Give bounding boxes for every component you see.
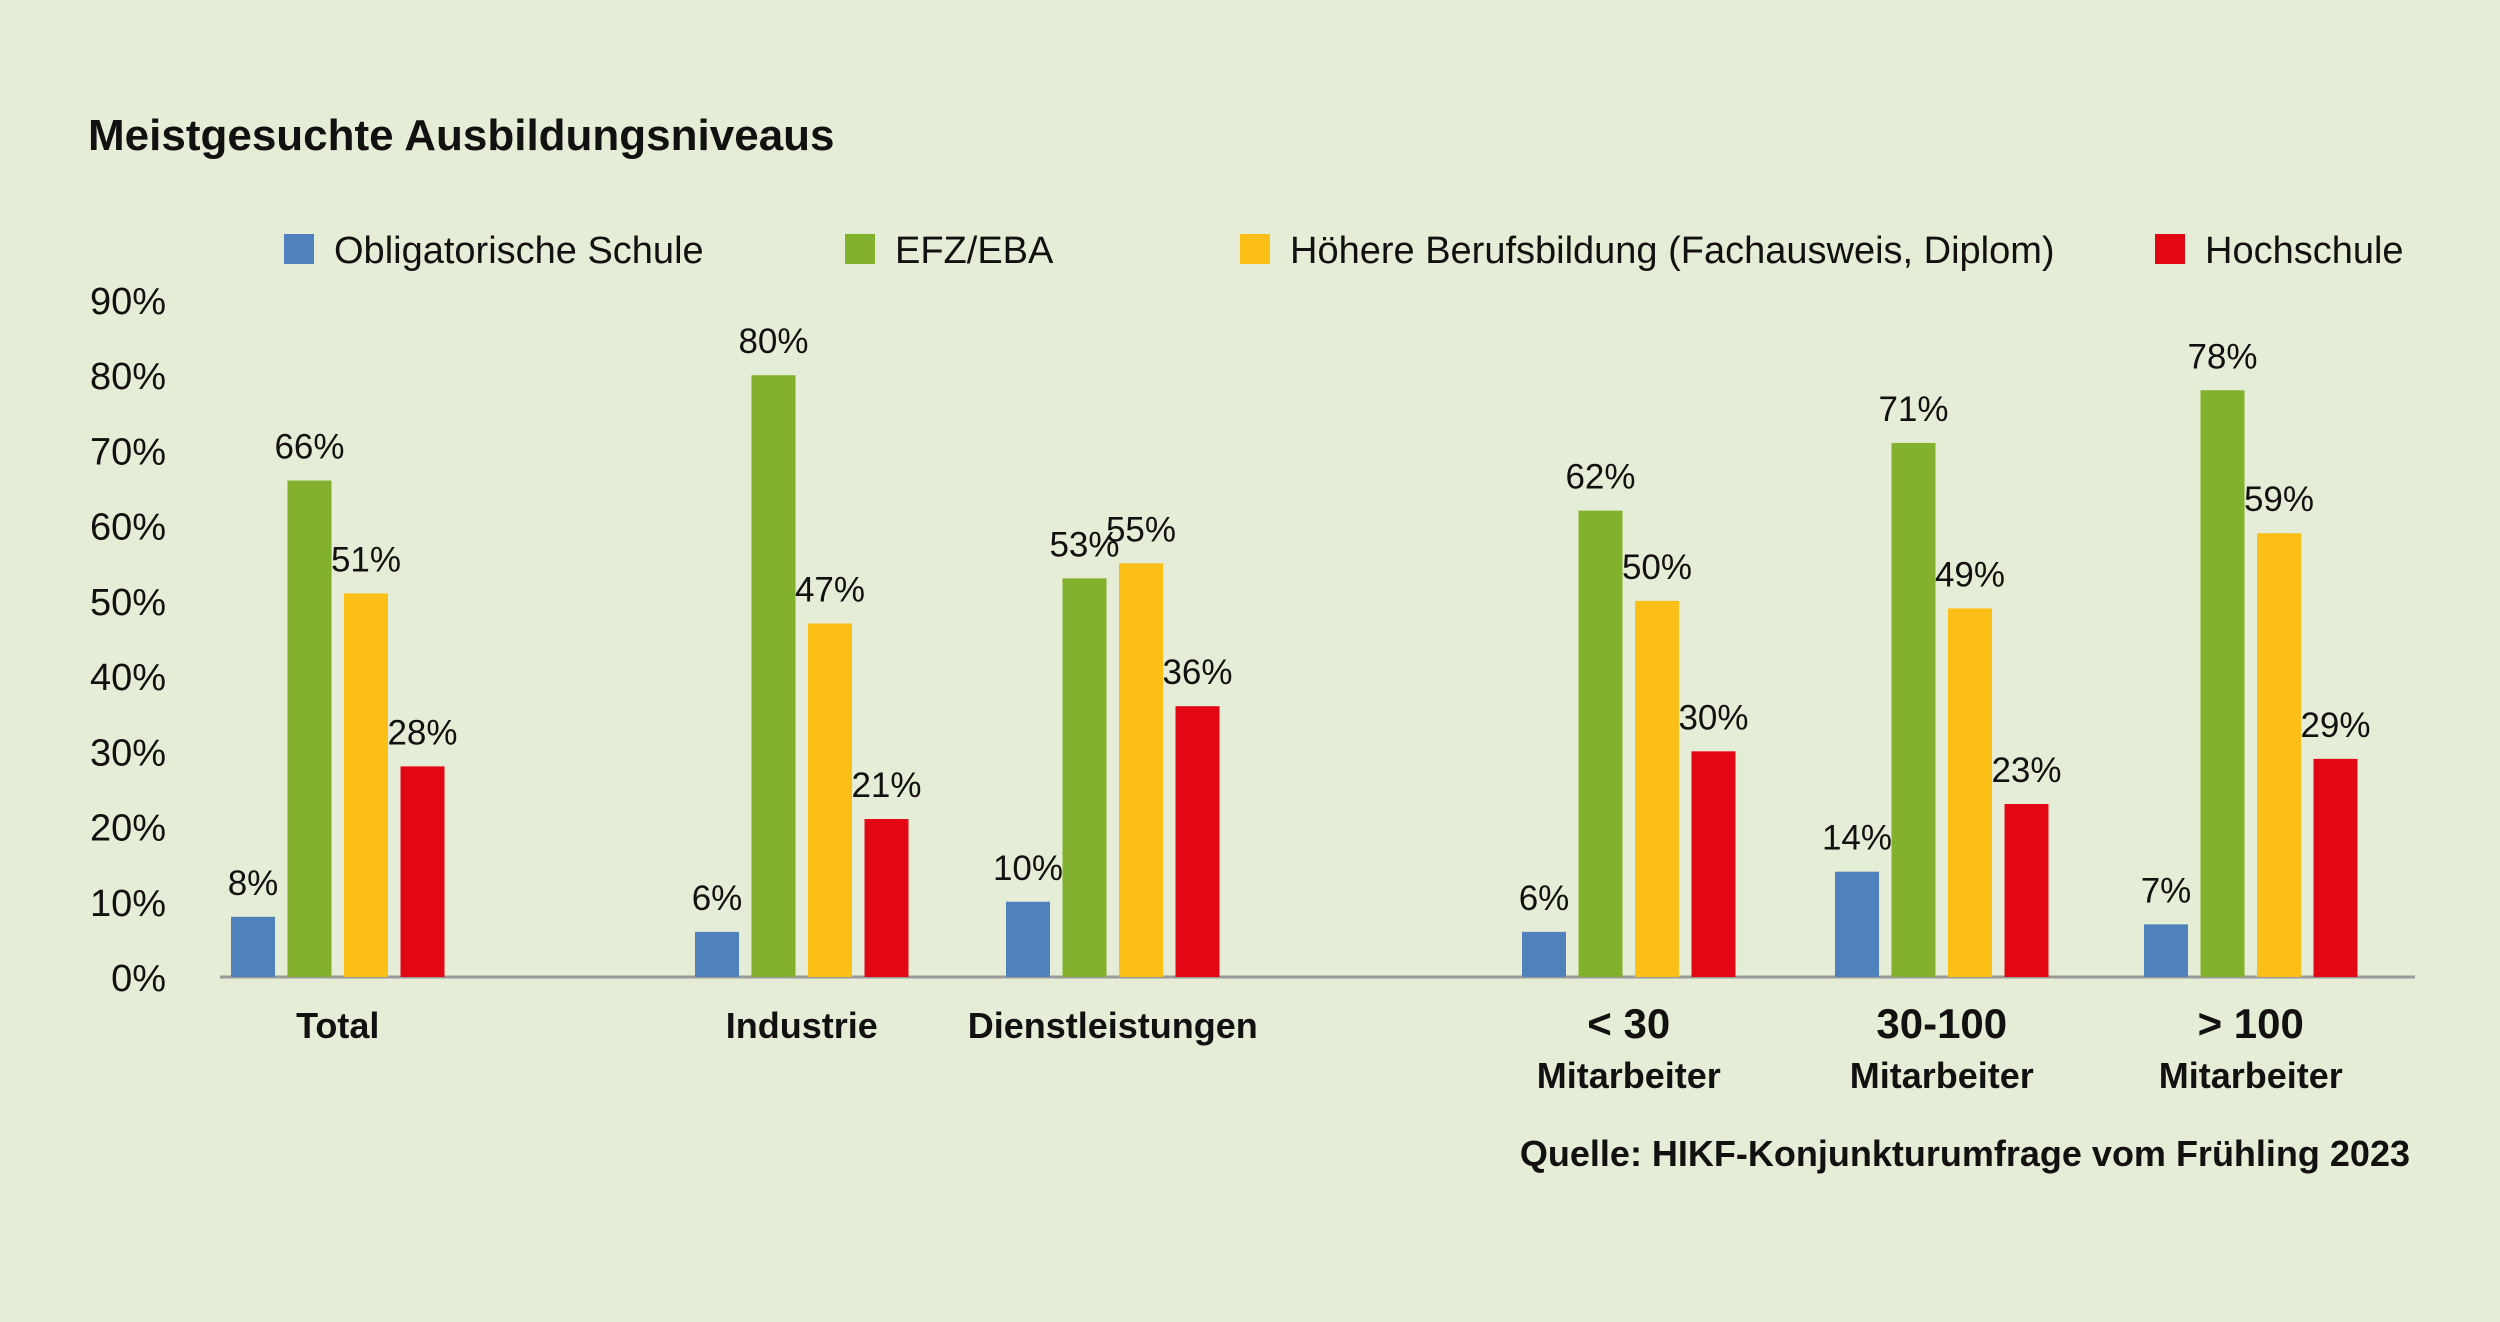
data-label: 47%	[795, 570, 865, 609]
legend-label: Obligatorische Schule	[334, 230, 704, 272]
legend-label: Höhere Berufsbildung (Fachausweis, Diplo…	[1290, 230, 2055, 272]
data-label: 53%	[1049, 525, 1119, 564]
category-label: Mitarbeiter	[1537, 1055, 1721, 1096]
y-tick-label: 30%	[90, 732, 166, 774]
bar	[808, 623, 852, 977]
bar	[1062, 578, 1107, 977]
bar	[1175, 706, 1220, 977]
y-tick-label: 90%	[90, 281, 166, 323]
data-label: 6%	[692, 879, 743, 918]
bar	[1891, 442, 1936, 977]
data-label: 14%	[1822, 819, 1892, 858]
data-label: 21%	[851, 766, 921, 805]
bar	[1835, 871, 1879, 977]
category-label: Dienstleistungen	[968, 1005, 1258, 1046]
data-label: 23%	[1991, 751, 2061, 790]
category-label: > 100	[2198, 1000, 2304, 1047]
bar	[231, 916, 275, 977]
bar	[1948, 608, 1992, 977]
bar	[2200, 390, 2245, 977]
y-tick-label: 80%	[90, 356, 166, 398]
bar	[400, 766, 445, 977]
category-label: Mitarbeiter	[2159, 1055, 2343, 1096]
legend-swatch	[845, 234, 875, 264]
y-tick-label: 60%	[90, 507, 166, 549]
bar	[1578, 510, 1623, 977]
bar	[2313, 758, 2358, 977]
data-label: 80%	[738, 322, 808, 361]
data-label: 51%	[331, 540, 401, 579]
data-label: 71%	[1878, 390, 1948, 429]
bar	[1635, 600, 1679, 977]
data-label: 78%	[2187, 337, 2257, 376]
y-tick-label: 40%	[90, 657, 166, 699]
data-label: 28%	[387, 713, 457, 752]
bar	[2257, 533, 2301, 977]
data-label: 6%	[1519, 879, 1570, 918]
data-label: 49%	[1935, 555, 2005, 594]
y-tick-label: 20%	[90, 808, 166, 850]
bar	[2144, 924, 2188, 977]
legend-swatch	[1240, 234, 1270, 264]
bar	[287, 480, 332, 977]
bar	[1522, 931, 1566, 977]
data-label: 8%	[228, 864, 279, 903]
legend-swatch	[2155, 234, 2185, 264]
data-label: 36%	[1162, 653, 1232, 692]
category-label: 30-100	[1876, 1000, 2007, 1047]
source-note: Quelle: HIKF-Konjunkturumfrage vom Frühl…	[1520, 1133, 2410, 1174]
data-label: 62%	[1565, 458, 1635, 497]
y-tick-label: 70%	[90, 431, 166, 473]
bar	[1119, 563, 1163, 977]
bar	[695, 931, 739, 977]
data-label: 10%	[993, 849, 1063, 888]
legend-label: EFZ/EBA	[895, 230, 1054, 272]
y-tick-label: 50%	[90, 582, 166, 624]
bar	[344, 593, 388, 977]
y-tick-label: 10%	[90, 883, 166, 925]
bar	[751, 375, 796, 977]
data-label: 59%	[2244, 480, 2314, 519]
legend-swatch	[284, 234, 314, 264]
data-label: 55%	[1106, 510, 1176, 549]
category-label: < 30	[1587, 1000, 1670, 1047]
data-label: 29%	[2300, 706, 2370, 745]
bar	[1691, 751, 1736, 977]
data-label: 66%	[274, 428, 344, 467]
category-label: Industrie	[726, 1005, 878, 1046]
bar	[864, 819, 909, 977]
data-label: 50%	[1622, 548, 1692, 587]
data-label: 30%	[1678, 698, 1748, 737]
chart-title: Meistgesuchte Ausbildungsniveaus	[88, 111, 835, 160]
legend-label: Hochschule	[2205, 230, 2404, 272]
category-label: Mitarbeiter	[1850, 1055, 2034, 1096]
data-label: 7%	[2141, 871, 2192, 910]
bar	[1006, 901, 1050, 977]
bar	[2004, 803, 2049, 977]
y-tick-label: 0%	[111, 958, 166, 1000]
category-label: Total	[296, 1005, 379, 1046]
